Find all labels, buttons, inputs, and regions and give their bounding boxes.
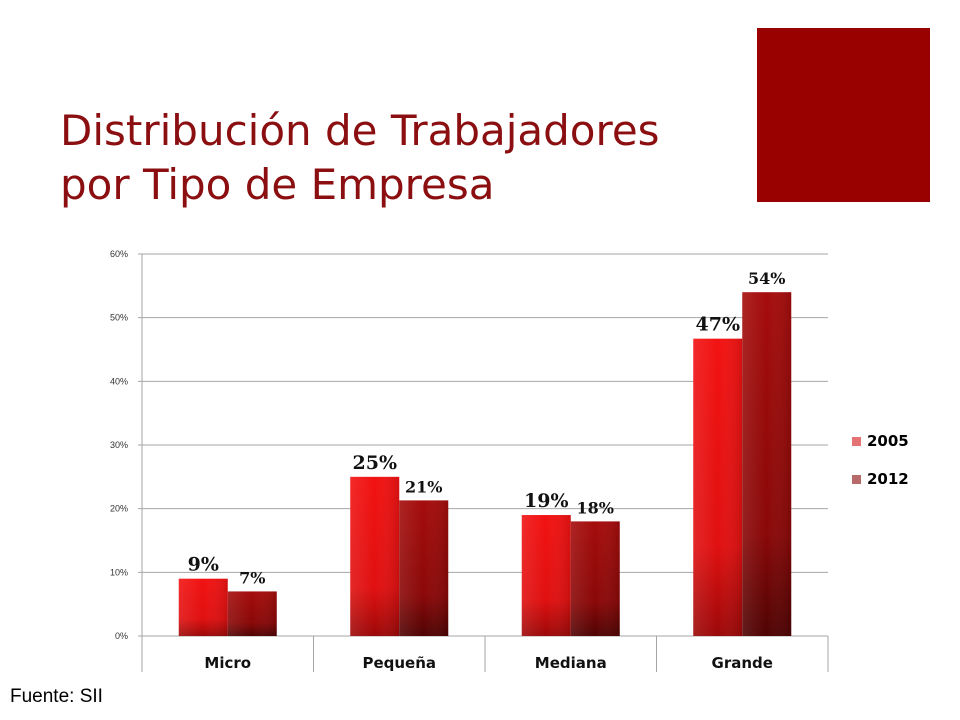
data-label: 18%: [577, 498, 614, 517]
bar-shine: [693, 338, 743, 636]
bar-shine: [521, 515, 571, 636]
y-tick-label: 0%: [115, 631, 128, 641]
y-tick-label: 60%: [110, 249, 128, 259]
y-tick-label: 10%: [110, 567, 128, 577]
bar-shine: [227, 591, 277, 636]
data-label: 47%: [696, 314, 741, 336]
legend-label-2012: 2012: [867, 470, 909, 488]
legend: 2005 2012: [852, 430, 909, 490]
data-label: 21%: [405, 477, 442, 496]
bar-layer: [178, 292, 792, 636]
bar-shine: [178, 578, 228, 636]
data-label: 54%: [748, 269, 785, 288]
y-tick-label: 40%: [110, 376, 128, 386]
bar-shine: [570, 521, 620, 636]
label-layer: 9% 7% Micro 25% 21% Pequeña 19% 18% Mediana 47% 54…: [188, 269, 786, 672]
title-line-1: Distribución de Trabajadores: [60, 106, 660, 155]
slide-title: Distribución de Trabajadores por Tipo de…: [60, 104, 750, 212]
bar-shine: [742, 292, 792, 636]
y-tick-label: 30%: [110, 440, 128, 450]
x-tick-label: Grande: [712, 654, 773, 672]
x-tick-label: Mediana: [535, 654, 607, 672]
bar-shine: [350, 476, 400, 636]
accent-square: [757, 28, 930, 202]
title-line-2: por Tipo de Empresa: [60, 160, 495, 209]
data-label: 25%: [353, 452, 398, 474]
legend-item-2012: 2012: [852, 468, 909, 490]
legend-item-2005: 2005: [852, 430, 909, 452]
y-tick-label: 50%: [110, 313, 128, 323]
legend-swatch-2012: [852, 474, 861, 484]
x-tick-label: Micro: [204, 654, 251, 672]
data-label: 7%: [239, 568, 265, 587]
source-note: Fuente: SII: [10, 686, 103, 707]
legend-label-2005: 2005: [867, 432, 909, 450]
bar-shine: [399, 500, 449, 636]
y-tick-label: 20%: [110, 504, 128, 514]
data-label: 9%: [188, 554, 219, 576]
legend-swatch-2005: [852, 436, 861, 446]
x-tick-label: Pequeña: [362, 654, 436, 672]
data-label: 19%: [524, 490, 569, 512]
